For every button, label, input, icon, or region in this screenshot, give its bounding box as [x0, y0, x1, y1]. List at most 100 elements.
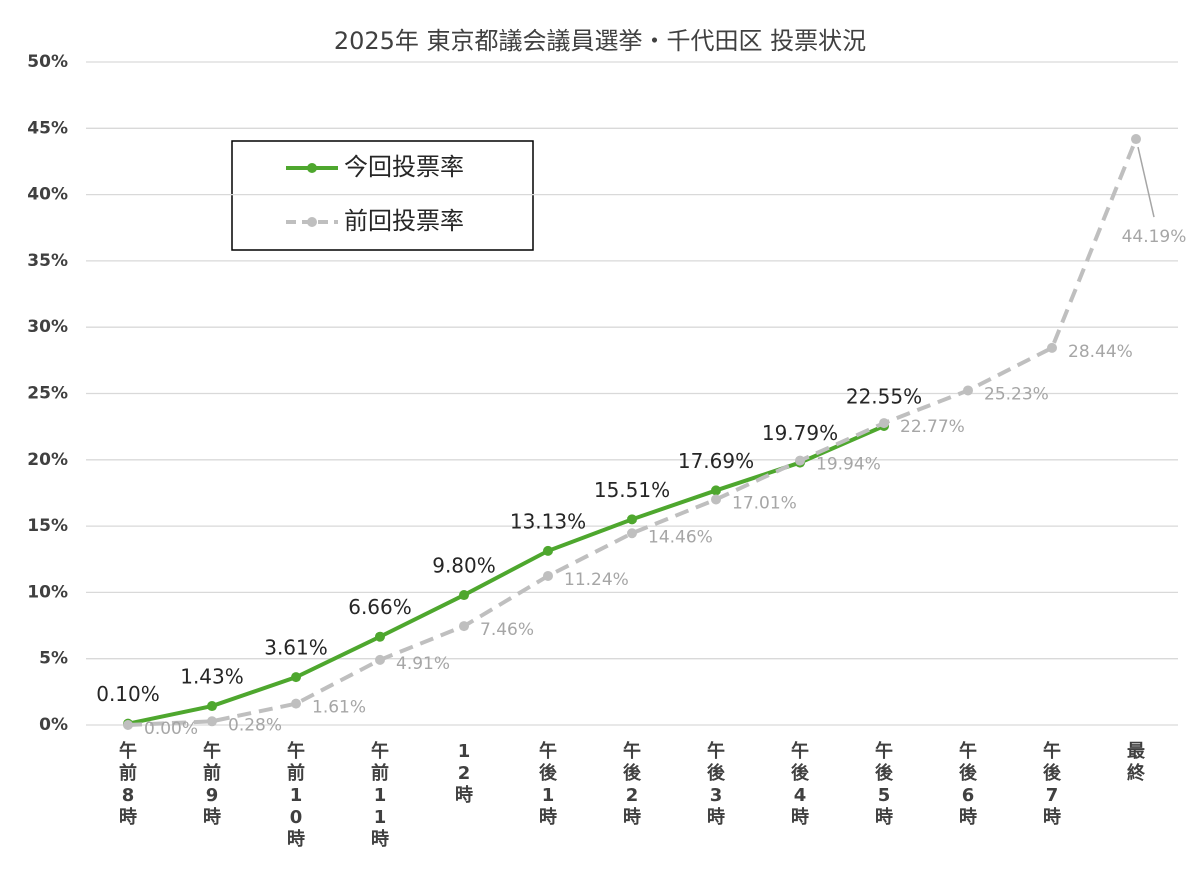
x-tick-char: 午	[371, 740, 389, 762]
value-label: 13.13%	[510, 509, 586, 533]
data-point	[543, 545, 553, 556]
x-tick-label: 午後 3 時	[707, 740, 726, 828]
x-tick-char: 午	[623, 740, 641, 762]
y-tick-label: 30%	[27, 317, 68, 337]
y-tick-label: 35%	[27, 251, 68, 271]
x-tick-char: 後	[875, 762, 894, 784]
x-tick-char: 時	[1043, 807, 1061, 828]
x-tick-char: 8	[122, 785, 135, 806]
data-point	[291, 698, 301, 709]
chart-title: 2025年 東京都議会議員選挙・千代田区 投票状況	[334, 27, 866, 55]
data-point	[1131, 134, 1141, 145]
x-tick-char: 3	[710, 785, 723, 806]
x-tick-char: 午	[119, 740, 137, 762]
value-label: 6.66%	[348, 595, 412, 619]
x-tick-label: 午後 4 時	[791, 740, 810, 828]
y-tick-label: 40%	[27, 185, 68, 205]
legend-label: 前回投票率	[344, 207, 464, 235]
data-point	[1047, 342, 1057, 353]
value-label: 0.00%	[144, 719, 198, 739]
x-tick-char: 時	[119, 807, 137, 828]
leader-line	[1137, 146, 1155, 218]
x-tick-char: 時	[707, 807, 725, 828]
value-label: 11.24%	[564, 570, 629, 590]
x-tick-char: 前	[203, 762, 221, 784]
value-label: 0.10%	[96, 682, 160, 706]
x-tick-label: 最終	[1127, 741, 1146, 784]
value-label: 22.77%	[900, 417, 965, 437]
data-point	[459, 621, 469, 632]
value-label: 9.80%	[432, 554, 496, 578]
value-label: 19.94%	[816, 455, 881, 475]
value-label: 15.51%	[594, 478, 670, 502]
data-point	[963, 385, 973, 396]
value-label: 4.91%	[396, 654, 450, 674]
x-tick-char: 6	[962, 785, 975, 806]
x-tick-char: 1	[290, 785, 303, 806]
x-tick-char: 時	[371, 829, 389, 850]
x-tick-char: 午	[203, 740, 221, 762]
x-tick-char: 午	[1043, 740, 1061, 762]
data-point	[375, 654, 385, 665]
data-point	[627, 514, 637, 525]
value-label: 3.61%	[264, 636, 328, 660]
data-point	[291, 672, 301, 683]
value-label: 25.23%	[984, 384, 1049, 404]
data-point	[123, 720, 133, 730]
x-tick-char: 時	[959, 807, 977, 828]
value-label: 28.44%	[1068, 342, 1133, 362]
x-tick-label: 午後 7 時	[1043, 740, 1062, 828]
value-label: 17.01%	[732, 493, 797, 513]
x-tick-label: 午前 9 時	[203, 740, 221, 828]
data-point	[711, 485, 721, 496]
x-tick-char: 7	[1046, 785, 1059, 806]
y-tick-label: 10%	[27, 582, 68, 602]
value-label: 22.55%	[846, 384, 922, 408]
x-tick-char: 午	[791, 740, 809, 762]
x-tick-char: 午	[875, 740, 893, 762]
x-tick-label: 午前 1 1 時	[371, 740, 389, 850]
x-tick-char: 前	[371, 762, 389, 784]
x-tick-char: 午	[959, 740, 977, 762]
x-tick-char: 1	[542, 785, 555, 806]
x-tick-char: 後	[959, 762, 978, 784]
value-label: 1.61%	[312, 698, 366, 718]
x-tick-char: 時	[287, 829, 305, 850]
value-label: 17.69%	[678, 449, 754, 473]
y-tick-label: 15%	[27, 516, 68, 536]
x-tick-char: 後	[791, 762, 810, 784]
legend-marker	[307, 163, 317, 173]
x-tick-char: 最	[1127, 741, 1146, 762]
x-tick-char: 午	[707, 740, 725, 762]
data-point	[879, 418, 889, 429]
x-tick-char: 時	[791, 807, 809, 828]
x-tick-char: 後	[1043, 762, 1062, 784]
y-tick-label: 50%	[27, 52, 68, 72]
x-tick-char: 後	[707, 762, 726, 784]
x-tick-char: 0	[290, 807, 303, 828]
data-point	[795, 455, 805, 466]
value-label: 7.46%	[480, 620, 534, 640]
y-tick-label: 20%	[27, 450, 68, 470]
x-tick-char: 後	[623, 762, 642, 784]
data-point	[375, 631, 385, 642]
data-point	[207, 716, 217, 727]
value-label: 0.28%	[228, 715, 282, 735]
y-tick-label: 5%	[39, 649, 68, 669]
y-tick-label: 45%	[27, 118, 68, 138]
x-tick-char: 時	[623, 807, 641, 828]
value-label: 14.46%	[648, 527, 713, 547]
x-tick-char: 前	[119, 762, 137, 784]
data-point	[459, 590, 469, 601]
data-point	[543, 570, 553, 581]
x-tick-label: 午後 2 時	[623, 740, 642, 828]
series-line	[127, 424, 885, 726]
x-tick-char: 時	[539, 807, 557, 828]
legend-box	[231, 140, 534, 251]
x-tick-char: 2	[458, 763, 471, 784]
x-tick-char: 9	[206, 785, 219, 806]
legend-label: 今回投票率	[344, 153, 464, 181]
x-tick-label: 午後 1 時	[539, 740, 558, 828]
